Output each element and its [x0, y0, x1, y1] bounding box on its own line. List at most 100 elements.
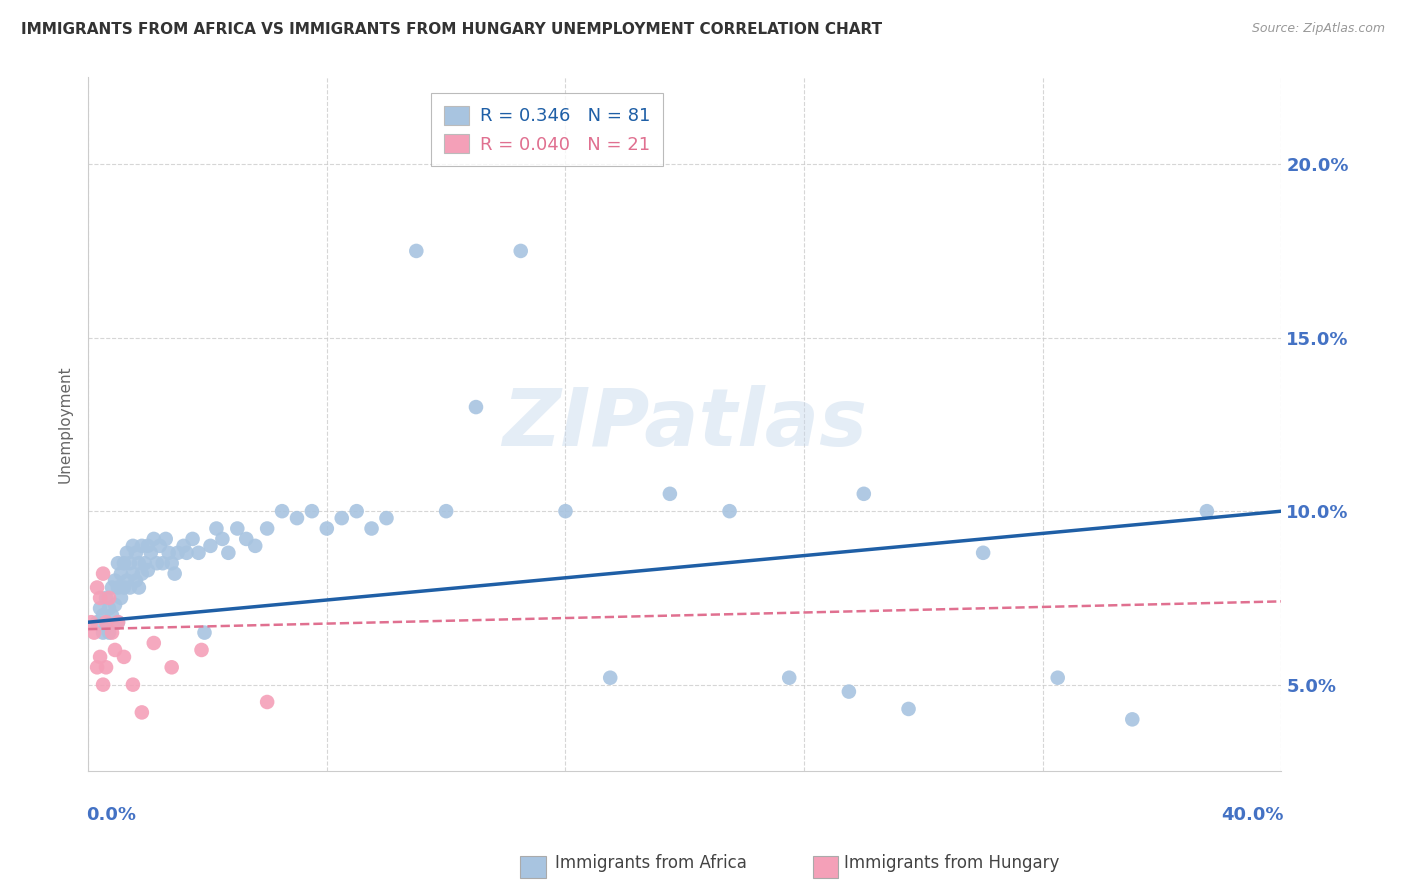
Point — [91, 678, 114, 692]
Text: Source: ZipAtlas.com: Source: ZipAtlas.com — [1251, 22, 1385, 36]
Point — [166, 546, 188, 560]
Point — [256, 522, 278, 536]
Text: ZIPatlas: ZIPatlas — [502, 385, 868, 464]
Y-axis label: Unemployment: Unemployment — [58, 366, 72, 483]
Point — [136, 539, 159, 553]
Point — [160, 660, 183, 674]
Point — [1121, 712, 1143, 726]
Point — [94, 615, 117, 630]
Point — [128, 581, 150, 595]
Point — [94, 615, 117, 630]
Point — [360, 522, 382, 536]
Point — [205, 522, 228, 536]
Point — [107, 556, 129, 570]
Point — [91, 608, 114, 623]
Point — [465, 400, 488, 414]
Point — [98, 601, 121, 615]
Point — [554, 504, 576, 518]
Point — [509, 244, 531, 258]
Point — [434, 504, 457, 518]
Point — [152, 556, 174, 570]
Point — [101, 581, 124, 595]
Point — [375, 511, 398, 525]
Point — [112, 581, 135, 595]
Point — [107, 615, 129, 630]
Point — [122, 539, 145, 553]
Point — [176, 546, 198, 560]
Text: Immigrants from Africa: Immigrants from Africa — [555, 855, 747, 872]
Point — [718, 504, 741, 518]
Point — [128, 556, 150, 570]
Point — [599, 671, 621, 685]
Point — [91, 625, 114, 640]
Point — [86, 581, 108, 595]
Point — [118, 581, 141, 595]
Text: IMMIGRANTS FROM AFRICA VS IMMIGRANTS FROM HUNGARY UNEMPLOYMENT CORRELATION CHART: IMMIGRANTS FROM AFRICA VS IMMIGRANTS FRO… — [21, 22, 882, 37]
Point — [330, 511, 353, 525]
Point — [315, 522, 337, 536]
Point — [972, 546, 994, 560]
Point — [83, 625, 105, 640]
Text: 40.0%: 40.0% — [1222, 806, 1284, 824]
Point — [136, 563, 159, 577]
Point — [110, 566, 132, 581]
Point — [122, 566, 145, 581]
Point — [149, 539, 172, 553]
Point — [131, 539, 153, 553]
Point — [101, 608, 124, 623]
Text: 0.0%: 0.0% — [86, 806, 136, 824]
Point — [112, 556, 135, 570]
Point — [346, 504, 368, 518]
Point — [131, 706, 153, 720]
Point — [778, 671, 800, 685]
Point — [89, 649, 111, 664]
Point — [104, 598, 127, 612]
Point — [80, 615, 103, 630]
Point — [139, 546, 162, 560]
Point — [190, 643, 212, 657]
Point — [89, 601, 111, 615]
Point — [1195, 504, 1218, 518]
Point — [91, 566, 114, 581]
Point — [271, 504, 294, 518]
Point — [98, 625, 121, 640]
Point — [838, 684, 860, 698]
Point — [217, 546, 239, 560]
Point — [107, 615, 129, 630]
Point — [118, 556, 141, 570]
Point — [226, 522, 249, 536]
Point — [115, 574, 138, 588]
Point — [157, 546, 180, 560]
Point — [94, 660, 117, 674]
Point — [134, 556, 156, 570]
Point — [245, 539, 267, 553]
Point — [155, 532, 177, 546]
Point — [125, 574, 148, 588]
Point — [200, 539, 222, 553]
Point — [235, 532, 257, 546]
Text: Immigrants from Hungary: Immigrants from Hungary — [844, 855, 1059, 872]
Point — [852, 487, 875, 501]
Point — [142, 532, 165, 546]
Point — [131, 566, 153, 581]
Point — [98, 591, 121, 605]
Point — [193, 625, 215, 640]
Point — [160, 556, 183, 570]
Point — [1046, 671, 1069, 685]
Point — [89, 591, 111, 605]
Point — [115, 546, 138, 560]
Point — [101, 625, 124, 640]
Point — [142, 636, 165, 650]
Legend: R = 0.346   N = 81, R = 0.040   N = 21: R = 0.346 N = 81, R = 0.040 N = 21 — [432, 94, 664, 167]
Point — [163, 566, 186, 581]
Point — [173, 539, 195, 553]
Point — [145, 556, 167, 570]
Point — [107, 581, 129, 595]
Point — [211, 532, 233, 546]
Point — [104, 574, 127, 588]
Point — [112, 649, 135, 664]
Point — [658, 487, 681, 501]
Point — [405, 244, 427, 258]
Point — [94, 591, 117, 605]
Point — [110, 591, 132, 605]
